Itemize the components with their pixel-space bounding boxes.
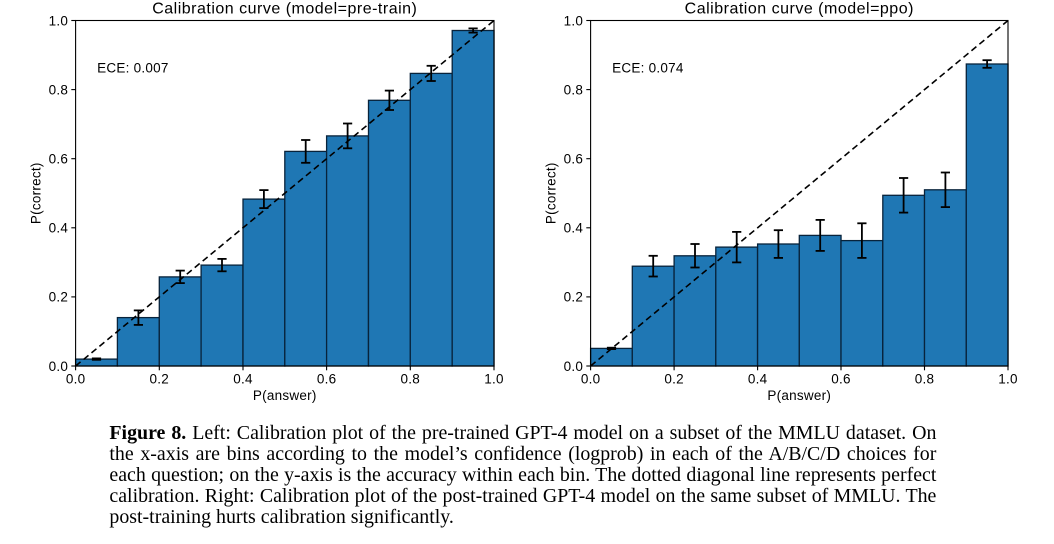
svg-text:0.4: 0.4 [233, 372, 253, 387]
svg-text:0.8: 0.8 [564, 82, 584, 97]
svg-text:0.4: 0.4 [748, 372, 768, 387]
svg-text:ECE: 0.074: ECE: 0.074 [612, 61, 684, 76]
svg-text:0.2: 0.2 [49, 290, 69, 305]
svg-text:0.8: 0.8 [401, 372, 421, 387]
svg-text:1.0: 1.0 [484, 372, 504, 387]
svg-text:0.2: 0.2 [150, 372, 170, 387]
svg-text:Calibration curve (model=pre-t: Calibration curve (model=pre-train) [152, 1, 417, 18]
svg-text:1.0: 1.0 [998, 372, 1018, 387]
svg-text:0.0: 0.0 [49, 359, 69, 374]
svg-text:0.0: 0.0 [66, 372, 86, 387]
svg-text:ECE: 0.007: ECE: 0.007 [97, 61, 169, 76]
svg-text:P(correct): P(correct) [29, 162, 44, 224]
svg-text:0.6: 0.6 [49, 152, 69, 167]
svg-text:0.2: 0.2 [564, 290, 584, 305]
svg-text:0.4: 0.4 [564, 221, 584, 236]
svg-text:P(answer): P(answer) [253, 388, 317, 403]
svg-text:0.6: 0.6 [564, 152, 584, 167]
svg-text:1.0: 1.0 [564, 13, 584, 28]
svg-text:0.6: 0.6 [317, 372, 337, 387]
svg-text:1.0: 1.0 [49, 13, 69, 28]
svg-text:0.8: 0.8 [915, 372, 935, 387]
svg-text:0.0: 0.0 [564, 359, 584, 374]
svg-text:0.6: 0.6 [831, 372, 851, 387]
svg-text:P(correct): P(correct) [544, 162, 559, 224]
svg-text:0.0: 0.0 [581, 372, 601, 387]
svg-text:0.4: 0.4 [49, 221, 69, 236]
svg-text:Calibration curve (model=ppo): Calibration curve (model=ppo) [685, 1, 914, 18]
svg-text:P(answer): P(answer) [767, 388, 831, 403]
svg-text:0.2: 0.2 [664, 372, 684, 387]
svg-text:0.8: 0.8 [49, 82, 69, 97]
